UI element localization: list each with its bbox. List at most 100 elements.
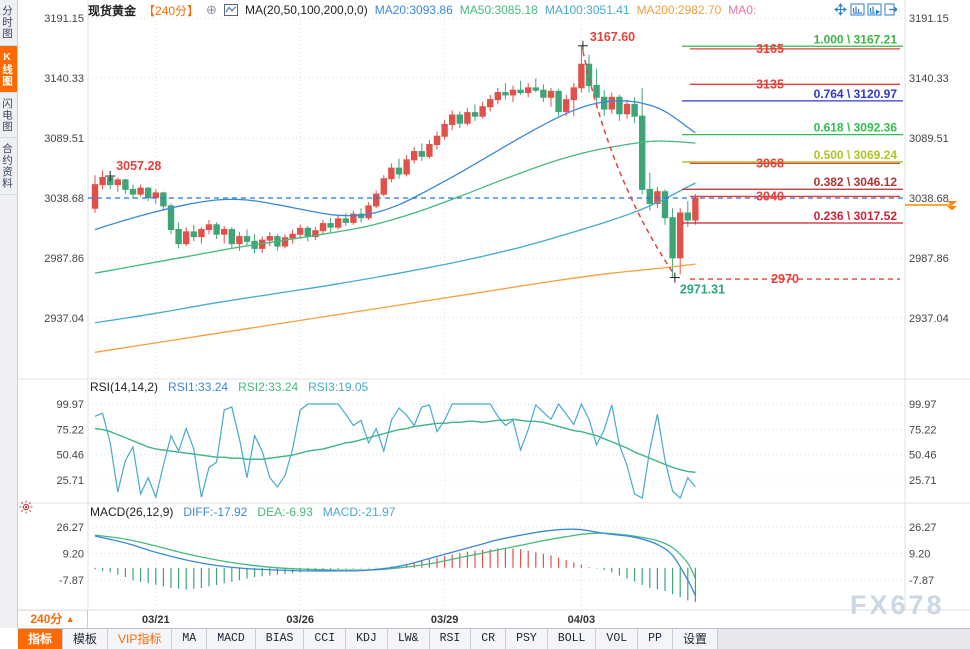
macd-diff-value: DIFF:-17.92 xyxy=(183,505,248,519)
svg-text:2937.04: 2937.04 xyxy=(909,313,949,325)
candle xyxy=(145,187,152,199)
svg-text:3140.33: 3140.33 xyxy=(909,73,949,85)
add-indicator-icon[interactable]: ⊕ xyxy=(206,2,217,17)
candle xyxy=(623,103,631,115)
sun-icon xyxy=(19,500,33,514)
toolbar-psy-button[interactable]: PSY xyxy=(506,629,548,649)
svg-text:50.46: 50.46 xyxy=(56,450,84,462)
candle xyxy=(350,213,357,223)
candle xyxy=(373,193,380,207)
toolbar-cr-button[interactable]: CR xyxy=(471,629,507,649)
svg-text:0.764 \ 3120.97: 0.764 \ 3120.97 xyxy=(814,87,898,101)
toolbar-cci-button[interactable]: CCI xyxy=(304,629,347,649)
candle xyxy=(449,114,456,125)
sidebar-tab-kline[interactable]: K线图 xyxy=(0,45,17,93)
candle xyxy=(297,227,304,235)
macd-dea-line xyxy=(94,532,696,579)
toolbar-indicators-button[interactable]: 指标 xyxy=(18,629,64,649)
svg-text:3135: 3135 xyxy=(756,77,784,91)
svg-text:3068: 3068 xyxy=(756,156,784,170)
candle xyxy=(228,229,236,245)
zoom-out-icon[interactable] xyxy=(850,3,865,16)
rsi3-line xyxy=(94,402,696,500)
svg-text:03/29: 03/29 xyxy=(431,614,459,626)
candle xyxy=(411,151,418,161)
toolbar-templates-button[interactable]: 模板 xyxy=(63,629,109,649)
svg-text:0.236 \ 3017.52: 0.236 \ 3017.52 xyxy=(814,209,898,223)
candle xyxy=(494,92,502,101)
chart-canvas[interactable]: 1.000 \ 3167.21 0.764 \ 3120.97 0.618 \ 30… xyxy=(18,0,970,628)
svg-text:2971.31: 2971.31 xyxy=(680,283,725,297)
ma-param-label: MA(20,50,100,200,0,0) xyxy=(244,3,368,17)
svg-text:0.382 \ 3046.12: 0.382 \ 3046.12 xyxy=(814,175,898,189)
ma20-value: MA20:3093.86 xyxy=(374,3,453,17)
candle xyxy=(509,89,517,96)
zoom-in-icon[interactable] xyxy=(867,3,882,16)
rsi2-value: RSI2:33.24 xyxy=(238,380,299,394)
toolbar-lw-button[interactable]: LW& xyxy=(387,629,430,649)
toolbar-settings-button[interactable]: 设置 xyxy=(672,629,718,649)
macd-panel-marker[interactable] xyxy=(19,500,33,519)
candle xyxy=(616,96,623,115)
candle xyxy=(137,187,144,195)
candle xyxy=(441,123,448,137)
candle xyxy=(525,87,532,94)
candle xyxy=(601,96,608,110)
toolbar-bias-button[interactable]: BIAS xyxy=(255,629,305,649)
rsi1-value: RSI1:33.24 xyxy=(168,380,229,394)
trendline xyxy=(582,51,676,276)
candle xyxy=(213,224,220,235)
candle xyxy=(289,233,296,239)
candle xyxy=(335,218,342,228)
toolbar-kdj-button[interactable]: KDJ xyxy=(346,629,388,649)
svg-text:-7.87: -7.87 xyxy=(909,575,934,587)
pan-crosshair-icon[interactable] xyxy=(833,3,848,16)
toolbar-vol-button[interactable]: VOL xyxy=(596,629,639,649)
svg-text:3165: 3165 xyxy=(756,42,784,56)
candle xyxy=(327,223,334,228)
svg-text:75.22: 75.22 xyxy=(909,424,937,436)
rsi-title: RSI(14,14,2) xyxy=(90,380,159,394)
candle xyxy=(517,89,524,94)
candle xyxy=(236,236,243,245)
chart-type-icon[interactable] xyxy=(223,4,238,16)
candle xyxy=(99,177,106,186)
toolbar-rsi-button[interactable]: RSI xyxy=(429,629,472,649)
candle xyxy=(221,229,228,235)
candle xyxy=(129,188,137,195)
candle xyxy=(669,217,676,259)
toolbar-boll-button[interactable]: BOLL xyxy=(547,629,597,649)
sidebar-tab-lightning[interactable]: 闪电图 xyxy=(0,93,17,138)
macd-title: MACD(26,12,9) xyxy=(90,505,174,519)
macd-value: MACD:-21.97 xyxy=(322,505,396,519)
sidebar-tab-timeshare[interactable]: 分时图 xyxy=(0,0,17,46)
time-axis-period-cell[interactable]: 240分 ▲ xyxy=(18,610,88,628)
candle xyxy=(547,90,555,98)
ma0-value: MA0: xyxy=(728,3,757,17)
candle xyxy=(198,229,205,238)
chart-header: 现货黄金 【240分】 ⊕ MA(20,50,100,200,0,0) MA20… xyxy=(88,2,756,18)
toolbar-macd-button[interactable]: MACD xyxy=(207,629,256,649)
sidebar-tab-contract-info[interactable]: 合约资料 xyxy=(0,138,17,195)
candle xyxy=(418,151,426,157)
toolbar-ma-button[interactable]: MA xyxy=(172,629,208,649)
toolbar-pp-button[interactable]: PP xyxy=(638,629,673,649)
candle xyxy=(266,236,274,241)
svg-text:03/21: 03/21 xyxy=(142,614,170,626)
svg-text:3191.15: 3191.15 xyxy=(909,13,949,25)
ma100-value: MA100:3051.41 xyxy=(544,3,630,17)
svg-text:0.618 \ 3092.36: 0.618 \ 3092.36 xyxy=(814,121,898,135)
gridlines xyxy=(88,17,905,608)
exit-fullscreen-icon[interactable] xyxy=(884,3,899,16)
ma-line-ma100 xyxy=(94,182,696,324)
header-icon-group xyxy=(833,3,899,16)
svg-text:25.71: 25.71 xyxy=(909,475,937,487)
candle xyxy=(639,115,646,190)
period-up-arrow-icon: ▲ xyxy=(65,614,75,624)
candle xyxy=(319,223,327,232)
svg-text:9.20: 9.20 xyxy=(909,549,930,561)
toolbar-vip-indicators-button[interactable]: VIP指标 xyxy=(108,629,173,649)
candle xyxy=(380,178,388,195)
svg-text:3089.51: 3089.51 xyxy=(44,133,84,145)
